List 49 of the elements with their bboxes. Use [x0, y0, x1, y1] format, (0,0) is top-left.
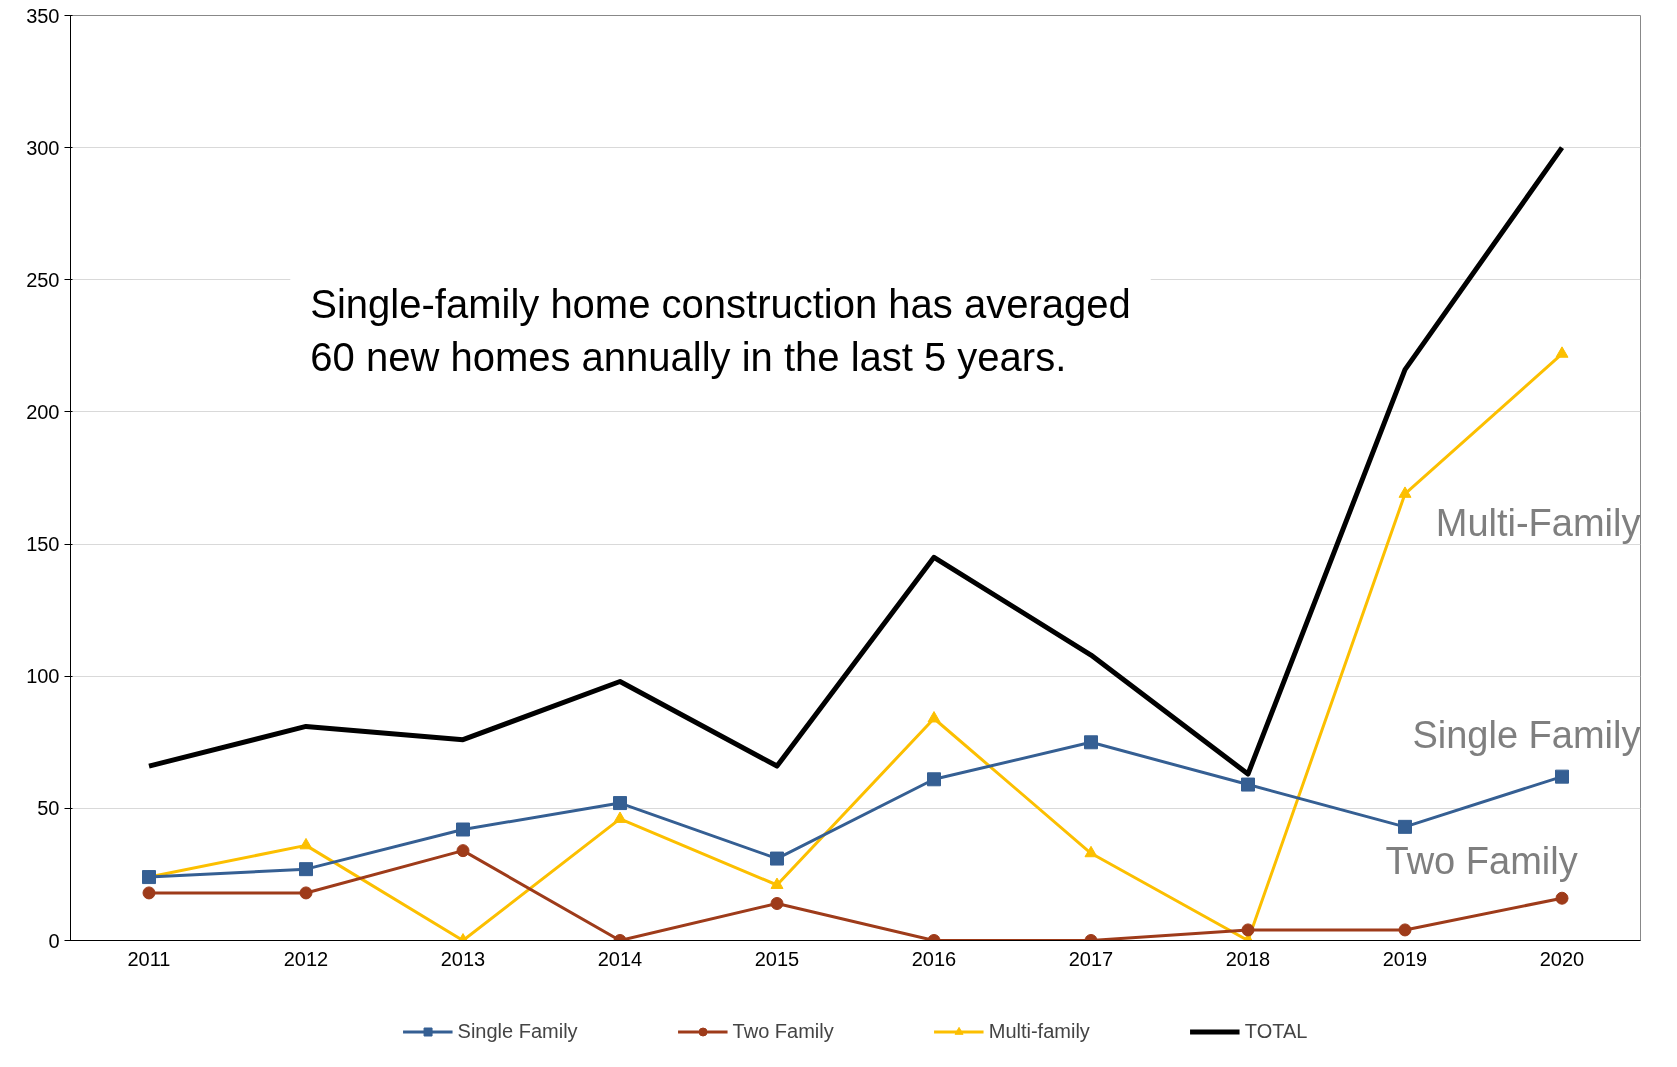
y-tick-label: 200 — [26, 400, 60, 423]
point — [1084, 735, 1098, 750]
y-tick-label: 250 — [26, 268, 60, 291]
x-tick-label: 2018 — [1225, 947, 1271, 970]
point — [1398, 923, 1412, 937]
point — [770, 877, 784, 889]
point — [456, 844, 470, 858]
point — [770, 851, 784, 866]
y-tick-label: 0 — [48, 929, 60, 952]
annotation: Single Family — [1412, 713, 1641, 756]
legend-label: Single Family — [457, 1019, 578, 1043]
point — [142, 886, 156, 900]
annotation: Single-family home construction has averaged 60 new homes annually in the last 5 years. — [310, 281, 1131, 379]
y-tick-label: 300 — [26, 136, 60, 159]
x-tick-label: 2013 — [440, 947, 486, 970]
x-tick-label: 2017 — [1068, 947, 1114, 970]
point — [1555, 891, 1569, 905]
point — [299, 837, 313, 850]
point — [456, 822, 470, 837]
legend-label: Two Family — [732, 1019, 834, 1043]
y-tick-label: 100 — [26, 665, 60, 688]
x-tick-label: 2020 — [1539, 947, 1585, 970]
point — [927, 711, 941, 723]
x-tick-label: 2015 — [754, 947, 800, 970]
y-tick-label: 350 — [26, 4, 60, 27]
point — [299, 886, 313, 900]
legend-label: Multi-family — [988, 1019, 1090, 1043]
point — [770, 897, 784, 910]
x-tick-label: 2011 — [127, 947, 171, 970]
x-tick-label: 2019 — [1382, 947, 1428, 970]
point — [299, 862, 313, 877]
y-tick-label: 50 — [37, 797, 60, 820]
y-tick-label: 150 — [26, 533, 60, 556]
x-tick-label: 2012 — [283, 947, 329, 970]
point — [613, 811, 627, 823]
point — [1398, 819, 1412, 834]
x-tick-label: 2016 — [911, 947, 957, 970]
point — [927, 772, 941, 787]
annotation: Two Family — [1385, 840, 1578, 883]
point — [1555, 346, 1569, 358]
annotation: Multi-Family — [1435, 502, 1641, 545]
point — [1084, 845, 1098, 858]
point — [1241, 923, 1255, 937]
point — [1241, 777, 1255, 792]
x-tick-label: 2014 — [597, 947, 643, 970]
point — [1555, 769, 1569, 784]
legend-label: TOTAL — [1244, 1019, 1308, 1043]
point — [613, 796, 627, 811]
point — [1398, 486, 1412, 498]
